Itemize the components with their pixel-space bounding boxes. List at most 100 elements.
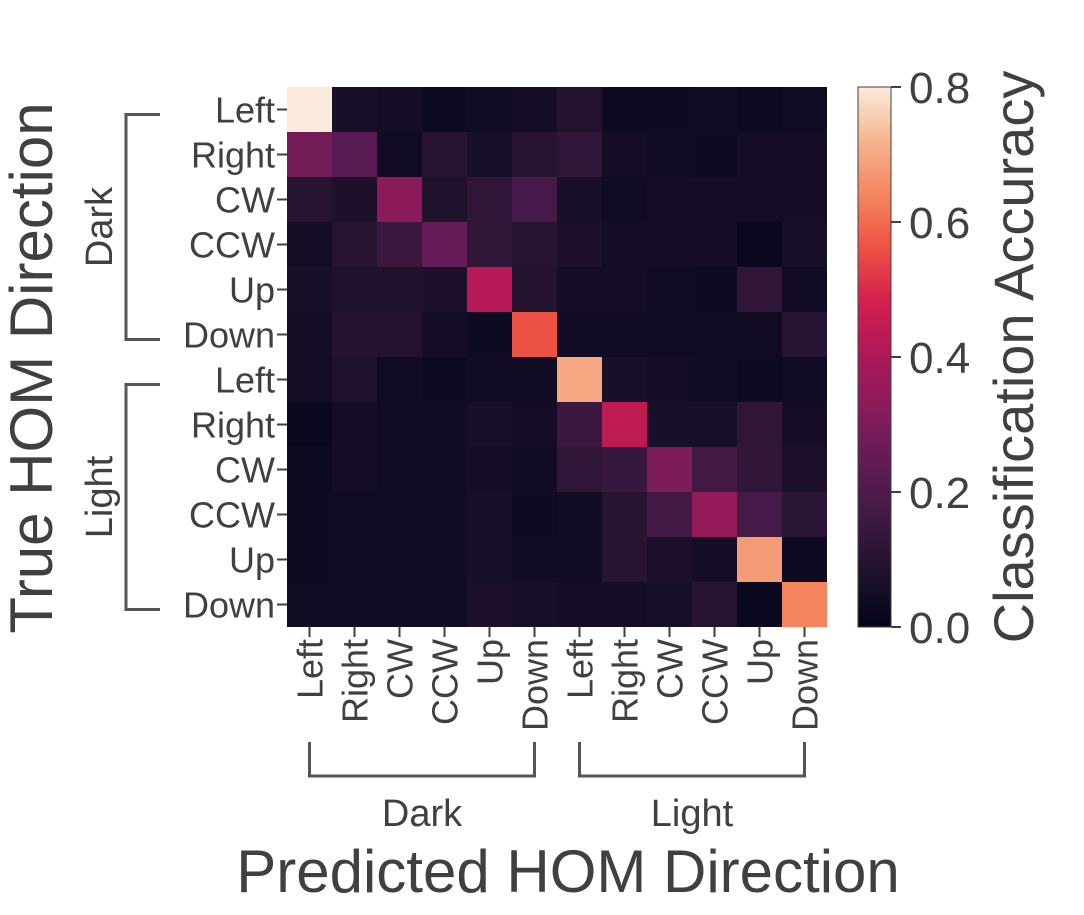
heatmap-cell [737, 537, 782, 582]
y-tick-label: CW [215, 180, 275, 221]
y-tick-label: Right [191, 405, 275, 446]
colorbar-ticks: 0.0 0.2 0.4 0.6 0.8 [891, 64, 970, 653]
heatmap-cell [287, 87, 332, 132]
heatmap-cell [287, 267, 332, 312]
heatmap-cell [287, 177, 332, 222]
x-tick-label: CW [650, 639, 691, 699]
heatmap-cell [557, 402, 602, 447]
heatmap-cell [422, 87, 467, 132]
x-group-bracket [308, 742, 536, 778]
x-tick-label: Right [335, 639, 376, 723]
heatmap-cell [737, 447, 782, 492]
heatmap-cell [557, 582, 602, 627]
heatmap-cell [647, 312, 692, 357]
heatmap-cell [422, 177, 467, 222]
heatmap-cell [332, 402, 377, 447]
heatmap-cell [377, 222, 422, 267]
y-tick-label: Left [215, 360, 275, 401]
colorbar-tick-label: 0.2 [909, 469, 970, 518]
heatmap-cell [422, 402, 467, 447]
heatmap-cell [782, 447, 827, 492]
heatmap-cell [602, 132, 647, 177]
heatmap-cell [782, 537, 827, 582]
heatmap-cell [512, 132, 557, 177]
colorbar-tick-label: 0.4 [909, 334, 970, 383]
heatmap-cell [377, 267, 422, 312]
y-group-bracket [124, 383, 160, 611]
y-tick-label: Up [229, 540, 275, 581]
heatmap-cell [737, 177, 782, 222]
colorbar-tick-label: 0.6 [909, 199, 970, 248]
heatmap-cell [737, 267, 782, 312]
heatmap-cell [332, 132, 377, 177]
heatmap-cell [647, 492, 692, 537]
heatmap-cell [737, 582, 782, 627]
colorbar-title: Classification Accuracy [982, 71, 1045, 644]
heatmap-cell [512, 582, 557, 627]
heatmap-cell [602, 222, 647, 267]
y-tick-label: CW [215, 450, 275, 491]
heatmap-cell [332, 267, 377, 312]
y-tick-label: CCW [189, 225, 275, 266]
heatmap-cell [287, 132, 332, 177]
heatmap-cell [467, 492, 512, 537]
heatmap-cell [557, 177, 602, 222]
heatmap-cell [647, 357, 692, 402]
heatmap-cell [692, 582, 737, 627]
heatmap-cell [377, 87, 422, 132]
heatmap-cell [647, 447, 692, 492]
x-tick-label: CCW [425, 639, 466, 725]
heatmap-cell [422, 132, 467, 177]
heatmap-cell [557, 312, 602, 357]
heatmap-cell [377, 447, 422, 492]
heatmap-cell [332, 312, 377, 357]
heatmap-cell [422, 312, 467, 357]
heatmap-cell [737, 87, 782, 132]
x-tick-label: Left [560, 639, 601, 699]
heatmap-cell [332, 177, 377, 222]
x-tick-label: Left [290, 639, 331, 699]
heatmap-cell [422, 537, 467, 582]
heatmap-cell [512, 87, 557, 132]
heatmap-cell [332, 222, 377, 267]
heatmap-cell [512, 312, 557, 357]
heatmap-cell [557, 537, 602, 582]
heatmap-cell [737, 132, 782, 177]
heatmap-cell [467, 267, 512, 312]
heatmap-cell [512, 402, 557, 447]
heatmap-cell [782, 582, 827, 627]
heatmap-cell [782, 267, 827, 312]
heatmap-cell [332, 87, 377, 132]
heatmap-cell [512, 177, 557, 222]
x-axis-ticks: Left Right CW CCW Up Down Left Right CW CCW Up Down [290, 627, 826, 731]
heatmap-cell [467, 177, 512, 222]
heatmap-cell [377, 492, 422, 537]
heatmap-cell [782, 492, 827, 537]
y-axis-title: True HOM Direction [0, 102, 65, 633]
heatmap-cell [737, 402, 782, 447]
heatmap-cell [467, 447, 512, 492]
heatmap-cell [692, 267, 737, 312]
y-tick-label: Left [215, 90, 275, 131]
heatmap-cell [377, 402, 422, 447]
heatmap-cell [692, 492, 737, 537]
heatmap-cell [602, 582, 647, 627]
heatmap-cell [377, 357, 422, 402]
heatmap-cell [692, 312, 737, 357]
heatmap-cell [557, 357, 602, 402]
heatmap-cell [692, 132, 737, 177]
y-group-label: Dark [79, 186, 121, 267]
heatmap-cell [782, 402, 827, 447]
heatmap-cell [377, 177, 422, 222]
heatmap-cell [602, 492, 647, 537]
heatmap-cell [692, 177, 737, 222]
heatmap-cell [602, 357, 647, 402]
x-tick-label: Up [470, 639, 511, 685]
heatmap-cell [692, 357, 737, 402]
heatmap-cell [692, 402, 737, 447]
heatmap-cell [647, 87, 692, 132]
heatmap-cell [557, 132, 602, 177]
heatmap-cell [602, 177, 647, 222]
heatmap-cell [557, 492, 602, 537]
